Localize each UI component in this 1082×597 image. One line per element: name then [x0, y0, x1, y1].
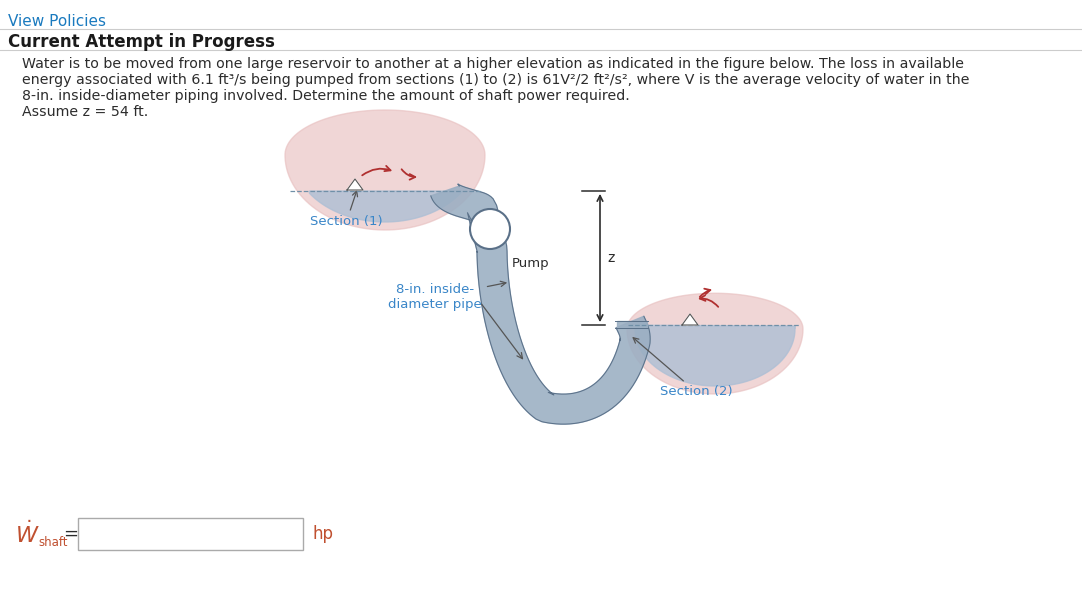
- Text: energy associated with 6.1 ft³/s being pumped from sections (1) to (2) is 61V²/2: energy associated with 6.1 ft³/s being p…: [22, 73, 969, 87]
- Text: Section (1): Section (1): [311, 191, 383, 229]
- Text: Assume z = 54 ft.: Assume z = 54 ft.: [22, 105, 148, 119]
- Text: =: =: [63, 525, 78, 543]
- Polygon shape: [682, 314, 698, 325]
- Text: hp: hp: [312, 525, 333, 543]
- Polygon shape: [309, 191, 462, 222]
- Polygon shape: [635, 325, 795, 386]
- Text: Current Attempt in Progress: Current Attempt in Progress: [8, 33, 275, 51]
- Text: 8-in. inside-diameter piping involved. Determine the amount of shaft power requi: 8-in. inside-diameter piping involved. D…: [22, 89, 630, 103]
- Text: 8-in. inside-
diameter pipe: 8-in. inside- diameter pipe: [388, 281, 506, 311]
- Polygon shape: [431, 184, 650, 424]
- Text: z: z: [607, 251, 615, 265]
- Text: Water is to be moved from one large reservoir to another at a higher elevation a: Water is to be moved from one large rese…: [22, 57, 964, 71]
- Polygon shape: [617, 321, 647, 328]
- Text: View Policies: View Policies: [8, 14, 106, 29]
- Text: Pump: Pump: [512, 257, 550, 270]
- Circle shape: [470, 209, 510, 249]
- Polygon shape: [347, 179, 362, 190]
- Polygon shape: [285, 110, 485, 230]
- Polygon shape: [628, 293, 803, 394]
- FancyBboxPatch shape: [78, 518, 303, 550]
- Text: $\dot{W}$: $\dot{W}$: [15, 521, 40, 547]
- Text: shaft: shaft: [38, 537, 67, 549]
- Text: Section (2): Section (2): [633, 338, 733, 399]
